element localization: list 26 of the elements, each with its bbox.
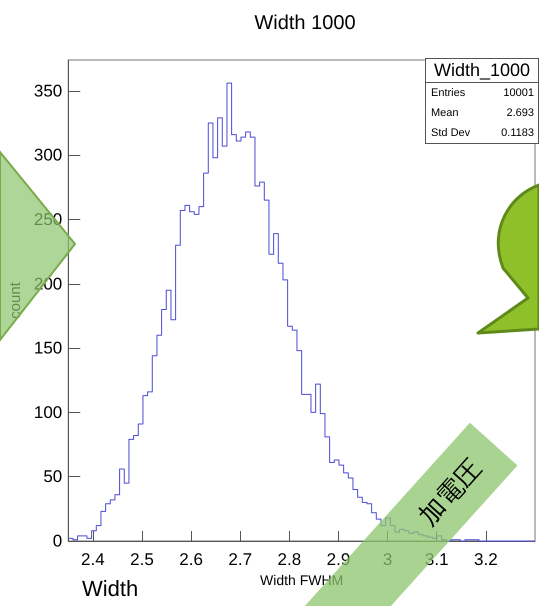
x-tick-label: 2.6	[179, 550, 203, 569]
y-tick-label: 100	[34, 402, 62, 422]
annotation: Std Dev	[431, 127, 470, 139]
x-tick-label: 2.5	[130, 550, 154, 569]
annotation: Width_1000	[426, 59, 538, 83]
chart-title: Width 1000	[254, 12, 356, 34]
x-tick-label: 3.1	[424, 550, 449, 569]
x-tick-label: 2.4	[81, 550, 105, 569]
annotation: Entries	[431, 87, 466, 99]
text: Width	[82, 576, 138, 602]
annotation: 加電圧	[412, 452, 488, 534]
y-tick-label: 300	[34, 146, 62, 165]
x-tick-label: 3.2	[474, 550, 498, 569]
y-tick-label: 50	[43, 467, 62, 486]
y-tick-label: 350	[34, 81, 62, 100]
annotation: 10001	[503, 87, 534, 99]
y-tick-label: 0	[52, 532, 62, 550]
x-tick-label: 2.9	[326, 550, 350, 569]
x-axis-title: Width FWHM	[260, 572, 344, 588]
annotation: Mean	[431, 107, 459, 119]
y-tick-label: 150	[34, 338, 62, 358]
x-tick-label: 2.8	[278, 550, 302, 569]
x-tick-label: 3	[382, 550, 392, 569]
x-tick-label: 2.7	[228, 550, 252, 569]
annotation: 0.1183	[501, 127, 534, 139]
annotation: 2.693	[506, 107, 534, 119]
